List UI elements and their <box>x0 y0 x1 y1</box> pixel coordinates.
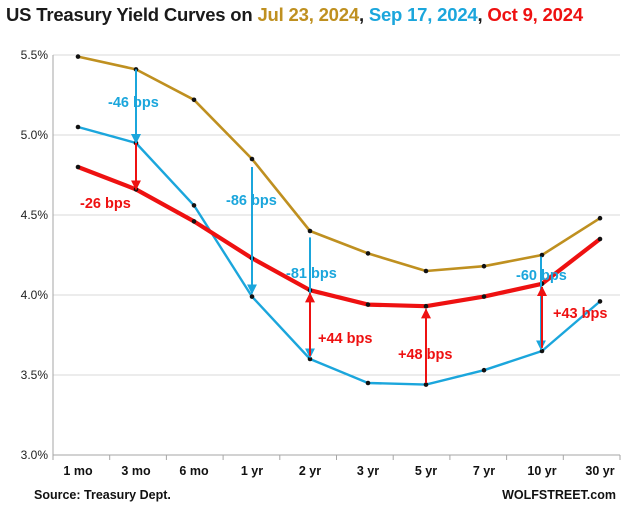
x-tick-label: 1 mo <box>63 464 93 478</box>
title-separator: , <box>477 4 488 25</box>
x-tick-label: 3 yr <box>357 464 379 478</box>
data-point-jul <box>191 97 197 103</box>
data-point-jul <box>539 252 545 258</box>
data-point-oct <box>597 236 603 242</box>
y-tick-label: 5.0% <box>21 128 49 142</box>
data-point-sep <box>597 299 603 304</box>
brand-label: WOLFSTREET.com <box>502 488 616 502</box>
x-tick-label: 10 yr <box>527 464 556 478</box>
bps-annotation: -81 bps <box>286 266 337 282</box>
data-point-sep <box>75 124 81 130</box>
data-point-jul <box>597 215 603 221</box>
bps-annotation: -26 bps <box>80 196 131 212</box>
y-tick-label: 4.5% <box>21 208 49 222</box>
data-point-oct <box>423 303 429 309</box>
title-separator: , <box>358 4 369 25</box>
x-tick-label: 3 mo <box>121 464 151 478</box>
data-point-oct <box>191 219 197 224</box>
data-point-sep <box>481 367 487 373</box>
x-tick-label: 7 yr <box>473 464 495 478</box>
bps-annotation: -60 bps <box>516 268 567 284</box>
bps-annotation: +48 bps <box>398 347 452 363</box>
data-point-jul <box>481 263 487 269</box>
series-line-oct <box>75 164 603 309</box>
y-tick-label: 4.0% <box>21 288 49 302</box>
data-point-sep <box>423 382 429 387</box>
y-tick-label: 3.5% <box>21 368 49 382</box>
series-line-jul <box>76 55 602 273</box>
x-tick-label: 5 yr <box>415 464 437 478</box>
y-tick-label: 5.5% <box>21 48 49 62</box>
data-point-oct <box>365 302 371 307</box>
data-point-oct <box>75 164 81 170</box>
data-point-jul <box>249 156 255 162</box>
bps-annotation: -46 bps <box>108 95 159 111</box>
title-date-sep: Sep 17, 2024 <box>368 4 478 25</box>
data-point-jul <box>133 67 139 72</box>
bps-annotation: +44 bps <box>318 331 372 347</box>
title-date-oct: Oct 9, 2024 <box>487 4 583 25</box>
data-point-sep <box>365 380 371 386</box>
chart-title: US Treasury Yield Curves on Jul 23, 2024… <box>6 4 583 26</box>
bps-annotation: +43 bps <box>553 306 607 322</box>
source-note: Source: Treasury Dept. <box>34 488 171 502</box>
x-tick-label: 1 yr <box>241 464 263 478</box>
data-point-oct <box>481 294 487 299</box>
y-tick-label: 3.0% <box>21 448 49 462</box>
data-point-sep <box>249 294 255 299</box>
title-date-jul: Jul 23, 2024 <box>257 4 359 25</box>
bps-annotation: -86 bps <box>226 193 277 209</box>
x-tick-label: 2 yr <box>299 464 321 478</box>
data-point-jul <box>423 268 429 274</box>
data-point-sep <box>191 203 197 208</box>
series-line-sep <box>76 125 602 386</box>
title-prefix: US Treasury Yield Curves on <box>6 4 258 25</box>
x-tick-label: 6 mo <box>179 464 209 478</box>
data-point-jul <box>75 54 81 59</box>
x-tick-label: 30 yr <box>585 464 614 478</box>
data-point-jul <box>307 228 313 234</box>
data-point-jul <box>365 251 371 256</box>
